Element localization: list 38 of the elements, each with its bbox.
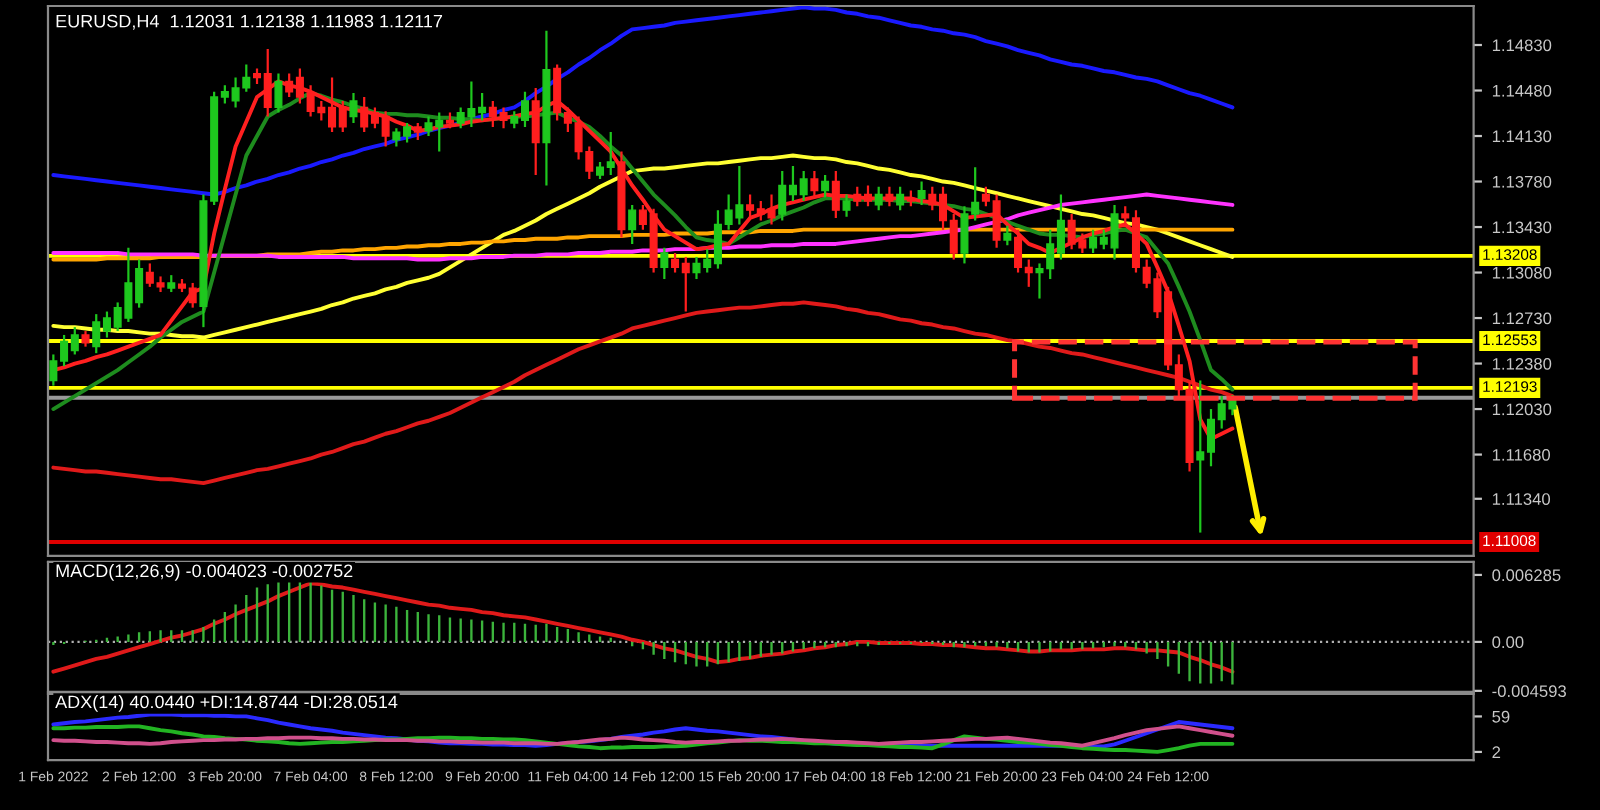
candlestick	[874, 185, 883, 212]
line-series	[51, 724, 1235, 754]
line-series	[51, 724, 1235, 748]
y-tick-label: 1.12380	[1492, 357, 1552, 370]
line-series	[51, 581, 1235, 674]
y-tick-label: 1.14130	[1492, 130, 1552, 143]
y-tick-label: 1.12030	[1492, 403, 1552, 416]
y-tick-label: 2	[1492, 746, 1501, 758]
candlestick	[917, 180, 926, 207]
line-series	[51, 5, 1235, 197]
y-tick-label: 59	[1492, 710, 1510, 723]
candlestick	[660, 246, 669, 281]
chart-title: MACD(12,26,9) -0.004023 -0.002752	[56, 563, 353, 581]
line-series	[51, 300, 1235, 486]
candlestick	[831, 170, 840, 220]
y-tick-label: 1.11680	[1492, 448, 1551, 461]
chart-title: ADX(14) 40.0440 +DI:14.8744 -DI:28.0514	[55, 695, 398, 712]
y-tick-label: 1.13780	[1492, 175, 1552, 188]
candlestick	[531, 86, 540, 177]
y-tick-label: 1.14480	[1492, 84, 1552, 97]
candlestick	[885, 185, 894, 208]
y-tick-label: 1.13430	[1492, 221, 1552, 234]
y-tick-label: 1.14830	[1492, 39, 1552, 52]
candlestick	[810, 170, 819, 199]
y-tick-label: 1.11340	[1492, 493, 1551, 505]
y-tick-label: 0.00	[1492, 636, 1524, 649]
candlestick	[628, 203, 637, 246]
y-tick-label: -0.004593	[1492, 685, 1566, 698]
candlestick	[821, 173, 830, 199]
candlestick	[349, 92, 358, 125]
candlestick	[274, 72, 283, 114]
y-tick-label: 1.13080	[1492, 266, 1552, 279]
candlestick	[842, 193, 851, 218]
y-tick-label: 1.12730	[1492, 312, 1552, 325]
chart-title: EURUSD,H4 1.12031 1.12138 1.11983 1.12117	[56, 14, 443, 30]
y-tick-label: 0.006285	[1492, 569, 1561, 582]
candlestick	[1003, 224, 1012, 247]
candlestick	[896, 185, 905, 212]
